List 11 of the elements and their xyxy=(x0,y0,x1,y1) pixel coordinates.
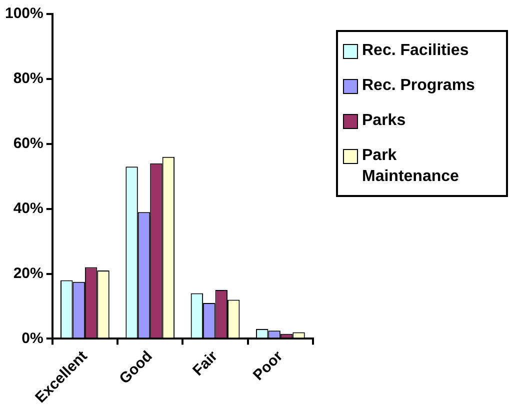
y-tick-label: 0% xyxy=(22,330,44,347)
legend-label: Parks xyxy=(362,111,406,131)
y-tick-label: 40% xyxy=(13,200,44,217)
legend-label: Rec. Facilities xyxy=(362,41,469,61)
x-tick-label: Fair xyxy=(190,348,222,380)
y-tick-label: 60% xyxy=(13,135,44,152)
y-tick-label: 80% xyxy=(13,70,44,88)
legend-label: Park Maintenance xyxy=(362,146,460,187)
y-tick-label: 20% xyxy=(13,264,44,282)
legend-label: Rec. Programs xyxy=(362,76,475,96)
y-tick-label: 100% xyxy=(4,5,44,22)
